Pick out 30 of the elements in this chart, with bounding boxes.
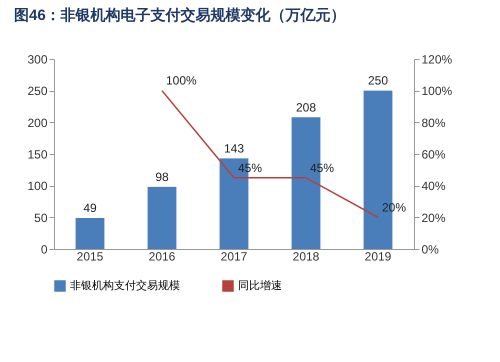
y-tick-label: 300 [27, 52, 48, 66]
legend-label: 同比增速 [238, 279, 282, 292]
bar [76, 218, 104, 249]
chart-title: 图46：非银机构电子支付交易规模变化（万亿元） [14, 6, 346, 24]
y-tick-label: 250 [27, 84, 48, 98]
x-tick-label: 2016 [148, 250, 176, 264]
x-tick-label: 2015 [76, 250, 104, 264]
y-tick-label: 150 [27, 148, 48, 162]
y2-tick-label: 120% [422, 52, 453, 66]
x-tick-label: 2017 [220, 250, 248, 264]
data-label: 100% [166, 74, 198, 88]
data-label: 250 [368, 74, 388, 88]
legend-label: 非银机构支付交易规模 [70, 279, 180, 292]
y-tick-label: 50 [34, 210, 48, 225]
data-label: 143 [224, 141, 244, 156]
y2-tick-label: 20% [422, 210, 446, 225]
y2-tick-label: 40% [422, 179, 446, 194]
x-tick-label: 2018 [292, 250, 320, 264]
x-tick-label: 2019 [364, 250, 392, 264]
y2-tick-label: 100% [422, 84, 453, 98]
data-label: 208 [296, 100, 316, 114]
bar [148, 186, 176, 249]
y-tick-label: 0 [40, 242, 48, 256]
y2-tick-label: 60% [422, 148, 446, 162]
y2-tick-label: 80% [422, 116, 446, 130]
y2-tick-label: 0% [422, 242, 440, 256]
y-tick-label: 200 [27, 116, 48, 130]
data-label: 98 [155, 170, 169, 184]
y-tick-label: 100 [27, 179, 48, 194]
data-label: 49 [83, 200, 97, 215]
